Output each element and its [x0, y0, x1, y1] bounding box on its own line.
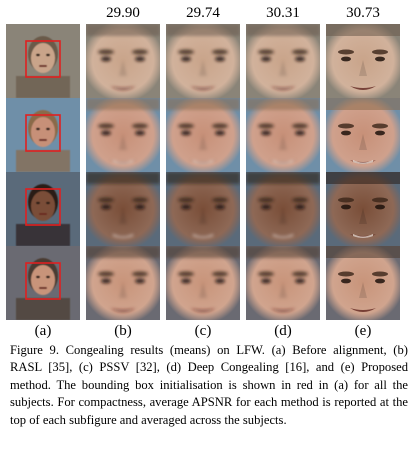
face-image-subject-1-before-alignment	[6, 24, 80, 98]
face-image-subject-4-pssv	[166, 246, 240, 320]
apsnr-score-pssv: 29.74	[186, 5, 220, 21]
face-image-subject-2-before-alignment	[6, 98, 80, 172]
column-label-d: (d)	[274, 323, 292, 339]
face-image-subject-1-proposed	[326, 24, 400, 98]
face-image-subject-4-proposed	[326, 246, 400, 320]
apsnr-score-proposed: 30.73	[346, 5, 380, 21]
bounding-box-initialisation	[25, 262, 61, 300]
face-image-subject-2-deep-congealing	[246, 98, 320, 172]
face-image-subject-3-rasl	[86, 172, 160, 246]
face-image-subject-4-deep-congealing	[246, 246, 320, 320]
face-image-subject-3-before-alignment	[6, 172, 80, 246]
column-label-c: (c)	[194, 323, 212, 339]
face-image-subject-3-deep-congealing	[246, 172, 320, 246]
apsnr-score-rasl: 29.90	[106, 5, 140, 21]
face-image-subject-3-pssv	[166, 172, 240, 246]
apsnr-score-deep-congealing: 30.31	[266, 5, 300, 21]
face-image-subject-2-rasl	[86, 98, 160, 172]
face-image-subject-2-pssv	[166, 98, 240, 172]
column-label-b: (b)	[114, 323, 132, 339]
face-image-subject-2-proposed	[326, 98, 400, 172]
face-image-subject-1-deep-congealing	[246, 24, 320, 98]
column-label-e: (e)	[354, 323, 372, 339]
bounding-box-initialisation	[25, 114, 61, 152]
figure-caption: Figure 9. Congealing results (means) on …	[10, 343, 408, 427]
face-image-subject-3-proposed	[326, 172, 400, 246]
bounding-box-initialisation	[25, 188, 61, 226]
face-image-subject-1-pssv	[166, 24, 240, 98]
face-image-subject-1-rasl	[86, 24, 160, 98]
column-label-a: (a)	[34, 323, 52, 339]
face-image-subject-4-rasl	[86, 246, 160, 320]
face-image-subject-4-before-alignment	[6, 246, 80, 320]
bounding-box-initialisation	[25, 40, 61, 78]
